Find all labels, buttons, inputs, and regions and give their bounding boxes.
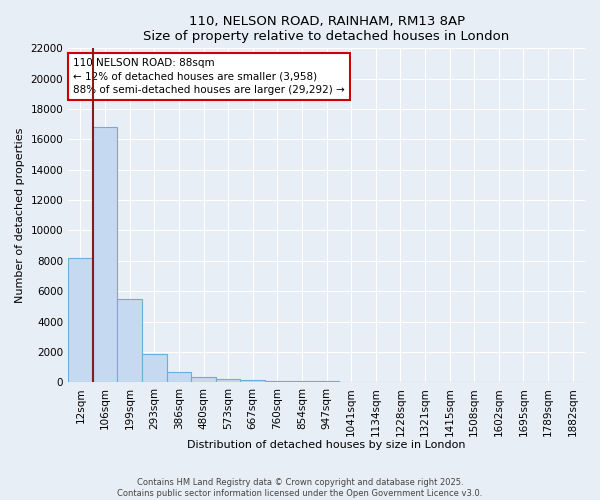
Bar bbox=[216, 379, 241, 382]
Bar bbox=[93, 128, 118, 382]
Bar bbox=[118, 298, 142, 382]
Text: 110 NELSON ROAD: 88sqm
← 12% of detached houses are smaller (3,958)
88% of semi-: 110 NELSON ROAD: 88sqm ← 12% of detached… bbox=[73, 58, 345, 94]
Bar bbox=[265, 381, 290, 382]
Title: 110, NELSON ROAD, RAINHAM, RM13 8AP
Size of property relative to detached houses: 110, NELSON ROAD, RAINHAM, RM13 8AP Size… bbox=[143, 15, 510, 43]
Y-axis label: Number of detached properties: Number of detached properties bbox=[15, 128, 25, 303]
Text: Contains HM Land Registry data © Crown copyright and database right 2025.
Contai: Contains HM Land Registry data © Crown c… bbox=[118, 478, 482, 498]
X-axis label: Distribution of detached houses by size in London: Distribution of detached houses by size … bbox=[187, 440, 466, 450]
Bar bbox=[68, 258, 93, 382]
Bar bbox=[191, 377, 216, 382]
Bar bbox=[241, 380, 265, 382]
Bar bbox=[142, 354, 167, 382]
Bar bbox=[167, 372, 191, 382]
